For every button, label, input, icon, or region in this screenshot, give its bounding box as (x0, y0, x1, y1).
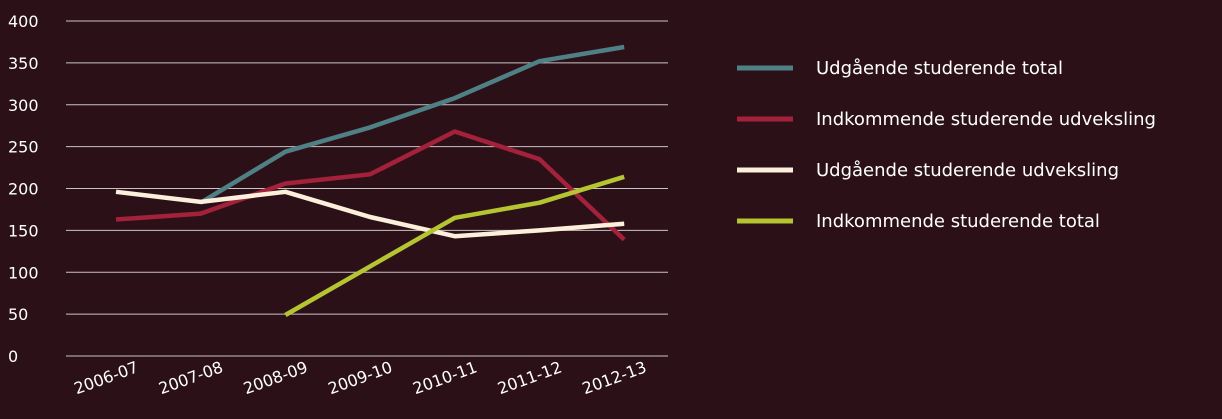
x-tick-label-2010-11: 2010-11 (410, 357, 479, 398)
y-tick-label-400: 400 (8, 12, 39, 31)
legend: Udgående studerende total Indkommende stu… (737, 58, 1156, 232)
y-tick-label-200: 200 (8, 180, 39, 199)
x-tick-label-2006-07: 2006-07 (71, 357, 140, 398)
x-tick-label-2012-13: 2012-13 (580, 357, 649, 398)
grid (66, 20, 668, 357)
legend-label-udgående-studerende-total: Udgående studerende total (816, 58, 1063, 79)
y-tick-label-100: 100 (8, 263, 39, 282)
x-tick-label-2008-09: 2008-09 (241, 357, 310, 398)
series-line-udgående-studerende-udveksling (115, 189, 625, 239)
series-line-indkommende-studerende-total (284, 174, 625, 317)
legend-label-indkommende-studerende-udveksling: Indkommende studerende udveksling (816, 109, 1156, 130)
series-line-indkommende-studerende-udveksling (115, 129, 626, 242)
x-axis-ticks: 2006-07 2007-08 2008-09 2009-10 2010-11 2011-… (71, 357, 649, 398)
y-tick-label-300: 300 (8, 96, 39, 115)
y-tick-label-350: 350 (8, 54, 39, 73)
y-tick-label-50: 50 (8, 305, 28, 324)
legend-label-udgående-studerende-udveksling: Udgående studerende udveksling (816, 160, 1119, 181)
y-tick-label-250: 250 (8, 138, 39, 157)
y-tick-label-150: 150 (8, 221, 39, 240)
y-tick-label-0: 0 (8, 347, 18, 366)
legend-label-indkommende-studerende-total: Indkommende studerende total (816, 211, 1100, 232)
series-lines (115, 44, 626, 317)
x-tick-label-2007-08: 2007-08 (156, 357, 225, 398)
x-tick-label-2009-10: 2009-10 (326, 357, 395, 398)
y-axis-ticks: 0 50 100 150 200 250 300 350 400 (8, 12, 39, 366)
series-line-udgående-studerende-total (199, 44, 625, 205)
x-tick-label-2011-12: 2011-12 (495, 357, 564, 398)
